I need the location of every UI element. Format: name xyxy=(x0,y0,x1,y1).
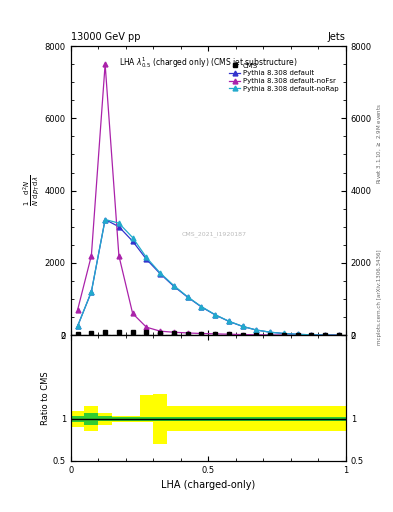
Pythia 8.308 default-noFsr xyxy=(323,332,328,338)
Pythia 8.308 default xyxy=(171,283,176,289)
CMS xyxy=(240,332,245,338)
Pythia 8.308 default xyxy=(158,271,163,277)
Pythia 8.308 default-noRap xyxy=(295,331,300,337)
Text: mcplots.cern.ch [arXiv:1306.3436]: mcplots.cern.ch [arXiv:1306.3436] xyxy=(377,249,382,345)
Pythia 8.308 default xyxy=(89,289,94,295)
Pythia 8.308 default-noRap xyxy=(268,329,272,335)
Pythia 8.308 default xyxy=(240,324,245,330)
CMS xyxy=(323,332,328,338)
Y-axis label: $\frac{1}{N}\,\frac{\mathrm{d}^{2}N}{\mathrm{d}p_{T}\,\mathrm{d}\lambda}$: $\frac{1}{N}\,\frac{\mathrm{d}^{2}N}{\ma… xyxy=(21,175,42,206)
Pythia 8.308 default-noFsr xyxy=(185,330,190,336)
Pythia 8.308 default-noRap xyxy=(144,254,149,261)
Pythia 8.308 default-noFsr xyxy=(226,331,231,337)
Pythia 8.308 default-noRap xyxy=(199,304,204,310)
Line: Pythia 8.308 default-noRap: Pythia 8.308 default-noRap xyxy=(75,217,342,337)
CMS xyxy=(213,331,218,337)
Pythia 8.308 default-noFsr xyxy=(199,330,204,336)
Pythia 8.308 default-noFsr xyxy=(89,252,94,259)
CMS xyxy=(226,331,231,337)
CMS xyxy=(268,332,272,338)
CMS xyxy=(144,329,149,335)
Pythia 8.308 default-noRap xyxy=(254,327,259,333)
CMS xyxy=(158,330,163,336)
Line: CMS: CMS xyxy=(75,330,341,337)
Pythia 8.308 default-noFsr xyxy=(144,324,149,330)
X-axis label: LHA (charged-only): LHA (charged-only) xyxy=(161,480,255,490)
CMS xyxy=(309,332,314,338)
Pythia 8.308 default-noFsr xyxy=(295,332,300,338)
CMS xyxy=(171,330,176,336)
Pythia 8.308 default xyxy=(336,332,341,338)
Pythia 8.308 default xyxy=(199,304,204,310)
CMS xyxy=(199,331,204,337)
Pythia 8.308 default xyxy=(226,318,231,325)
Pythia 8.308 default-noFsr xyxy=(281,332,286,338)
Pythia 8.308 default xyxy=(144,256,149,262)
Pythia 8.308 default xyxy=(268,329,272,335)
Pythia 8.308 default-noFsr xyxy=(171,329,176,335)
Pythia 8.308 default-noFsr xyxy=(309,332,314,338)
CMS xyxy=(295,332,300,338)
Pythia 8.308 default-noRap xyxy=(281,330,286,336)
CMS xyxy=(254,332,259,338)
Pythia 8.308 default xyxy=(213,312,218,318)
Pythia 8.308 default-noFsr xyxy=(158,328,163,334)
Pythia 8.308 default-noRap xyxy=(323,332,328,338)
Pythia 8.308 default-noFsr xyxy=(268,332,272,338)
Pythia 8.308 default-noFsr xyxy=(130,310,135,316)
Pythia 8.308 default-noFsr xyxy=(116,252,121,259)
CMS xyxy=(103,329,108,335)
Pythia 8.308 default xyxy=(309,332,314,338)
Pythia 8.308 default-noRap xyxy=(130,234,135,241)
Legend: CMS, Pythia 8.308 default, Pythia 8.308 default-noFsr, Pythia 8.308 default-noRa: CMS, Pythia 8.308 default, Pythia 8.308 … xyxy=(228,61,340,93)
Text: LHA $\lambda^{1}_{0.5}$ (charged only) (CMS jet substructure): LHA $\lambda^{1}_{0.5}$ (charged only) (… xyxy=(119,55,298,70)
Pythia 8.308 default xyxy=(281,330,286,336)
Pythia 8.308 default-noRap xyxy=(309,332,314,338)
Pythia 8.308 default xyxy=(185,294,190,300)
Text: CMS_2021_I1920187: CMS_2021_I1920187 xyxy=(181,231,246,237)
Pythia 8.308 default xyxy=(75,323,80,329)
Pythia 8.308 default-noFsr xyxy=(240,331,245,337)
Pythia 8.308 default xyxy=(323,332,328,338)
Pythia 8.308 default-noRap xyxy=(185,294,190,300)
Y-axis label: Ratio to CMS: Ratio to CMS xyxy=(41,371,50,425)
Pythia 8.308 default-noFsr xyxy=(103,61,108,67)
CMS xyxy=(130,329,135,335)
Pythia 8.308 default xyxy=(130,238,135,244)
CMS xyxy=(116,329,121,335)
Pythia 8.308 default xyxy=(295,331,300,337)
Pythia 8.308 default-noRap xyxy=(116,220,121,226)
Pythia 8.308 default xyxy=(254,327,259,333)
CMS xyxy=(185,330,190,336)
Line: Pythia 8.308 default-noFsr: Pythia 8.308 default-noFsr xyxy=(75,62,342,337)
CMS xyxy=(336,332,341,338)
Pythia 8.308 default xyxy=(116,224,121,230)
Pythia 8.308 default-noRap xyxy=(75,323,80,329)
Text: Jets: Jets xyxy=(328,32,346,42)
Pythia 8.308 default-noRap xyxy=(171,283,176,289)
Pythia 8.308 default-noRap xyxy=(226,318,231,324)
CMS xyxy=(89,330,94,336)
Pythia 8.308 default-noFsr xyxy=(213,331,218,337)
Pythia 8.308 default-noFsr xyxy=(75,307,80,313)
Pythia 8.308 default-noRap xyxy=(213,312,218,318)
Text: Rivet 3.1.10, $\geq$ 2.9M events: Rivet 3.1.10, $\geq$ 2.9M events xyxy=(375,103,383,184)
Line: Pythia 8.308 default: Pythia 8.308 default xyxy=(75,217,342,337)
Pythia 8.308 default-noRap xyxy=(240,323,245,329)
Pythia 8.308 default xyxy=(103,217,108,223)
Pythia 8.308 default-noFsr xyxy=(336,332,341,338)
Pythia 8.308 default-noRap xyxy=(158,270,163,276)
Text: 13000 GeV pp: 13000 GeV pp xyxy=(71,32,140,42)
Pythia 8.308 default-noRap xyxy=(336,332,341,338)
CMS xyxy=(75,331,80,337)
Pythia 8.308 default-noFsr xyxy=(254,332,259,338)
Pythia 8.308 default-noRap xyxy=(103,217,108,223)
Pythia 8.308 default-noRap xyxy=(89,289,94,295)
CMS xyxy=(281,332,286,338)
